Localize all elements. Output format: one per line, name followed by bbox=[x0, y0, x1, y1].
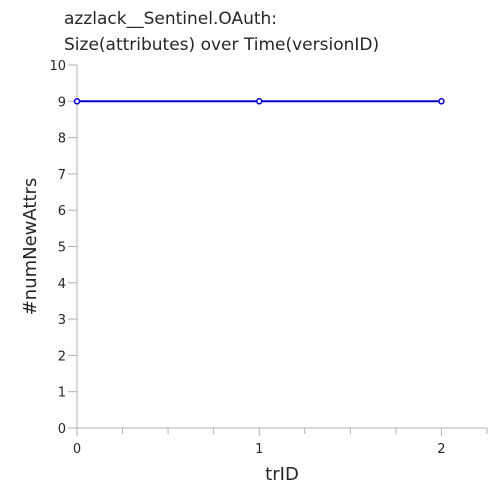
chart-title-line-2: Size(attributes) over Time(versionID) bbox=[64, 35, 379, 55]
data-point bbox=[438, 98, 445, 105]
x-tick-label: 2 bbox=[437, 442, 445, 457]
y-tick-label: 9 bbox=[58, 95, 66, 110]
y-ticks: 0 1 2 3 4 5 6 7 8 9 10 bbox=[49, 59, 77, 437]
y-axis-label: #numNewAttrs bbox=[20, 178, 41, 316]
axes bbox=[76, 65, 487, 429]
y-tick-label: 6 bbox=[58, 204, 66, 219]
chart-title-line-1: azzlack__Sentinel.OAuth: bbox=[64, 9, 277, 29]
y-tick-label: 3 bbox=[58, 313, 66, 328]
y-tick-label: 5 bbox=[58, 241, 66, 256]
data-point bbox=[73, 98, 81, 105]
y-tick-label: 4 bbox=[58, 277, 66, 292]
y-tick-label: 8 bbox=[58, 132, 66, 147]
x-ticks: 0 1 2 bbox=[73, 428, 488, 457]
y-tick-label: 0 bbox=[58, 422, 66, 437]
y-tick-label: 1 bbox=[58, 386, 66, 401]
x-axis-label: trID bbox=[265, 464, 299, 485]
chart-title: azzlack__Sentinel.OAuth: Size(attributes… bbox=[64, 9, 379, 55]
data-point bbox=[255, 98, 263, 105]
x-tick-label: 1 bbox=[255, 442, 263, 457]
x-tick-label: 0 bbox=[73, 442, 81, 457]
series-layer bbox=[73, 98, 445, 105]
y-tick-label: 10 bbox=[49, 59, 66, 74]
y-tick-label: 7 bbox=[58, 168, 66, 183]
y-tick-label: 2 bbox=[58, 349, 66, 364]
